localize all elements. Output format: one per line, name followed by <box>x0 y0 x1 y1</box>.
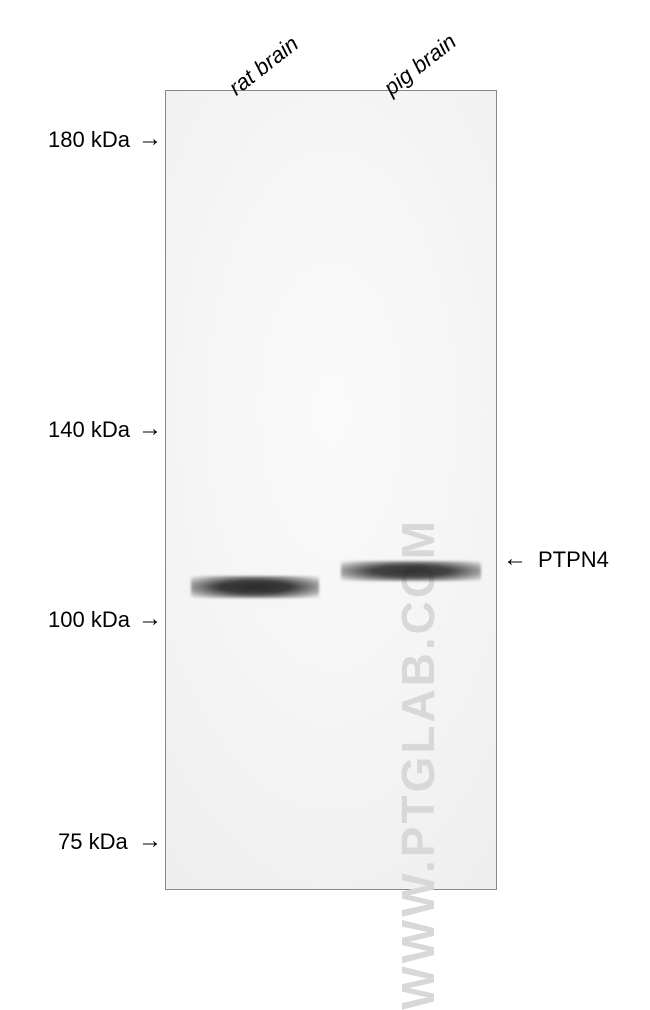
marker-180kda-label: 180 kDa <box>48 127 130 153</box>
marker-100kda-arrow: → <box>138 605 162 633</box>
protein-name-label: PTPN4 <box>538 547 609 573</box>
western-blot-figure: WWW.PTGLAB.COM rat brain pig brain 180 k… <box>0 0 650 903</box>
marker-140kda-label: 140 kDa <box>48 417 130 443</box>
band-rat-brain <box>191 576 319 598</box>
marker-75kda-arrow: → <box>138 827 162 855</box>
marker-100kda-label: 100 kDa <box>48 607 130 633</box>
blot-membrane: WWW.PTGLAB.COM <box>165 90 497 890</box>
marker-180kda-arrow: → <box>138 125 162 153</box>
protein-arrow: ← <box>503 545 527 573</box>
marker-75kda-label: 75 kDa <box>58 829 128 855</box>
band-pig-brain <box>341 561 481 581</box>
marker-140kda-arrow: → <box>138 415 162 443</box>
blot-background-gradient <box>166 91 496 889</box>
